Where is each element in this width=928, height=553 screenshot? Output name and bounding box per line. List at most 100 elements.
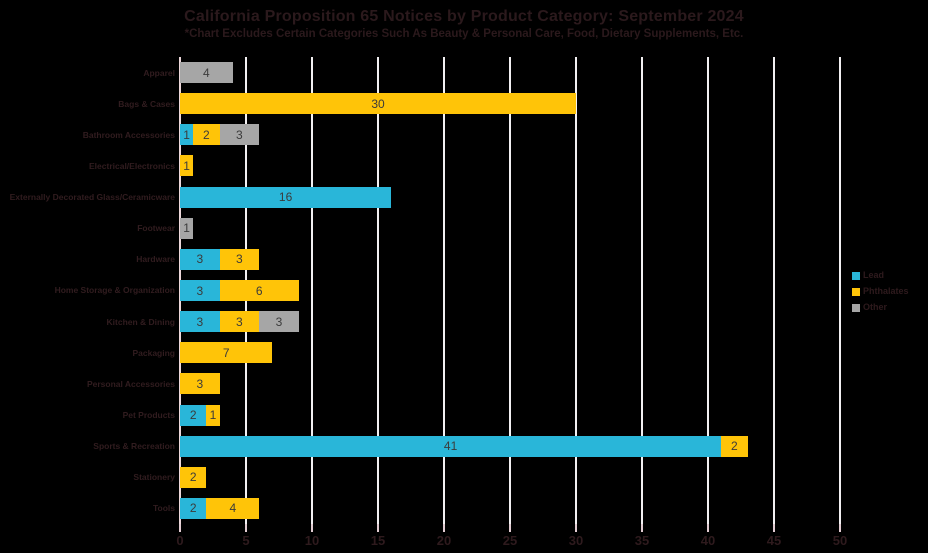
legend-swatch bbox=[852, 303, 860, 312]
category-label: Bathroom Accessories bbox=[82, 129, 175, 140]
value-label: 3 bbox=[275, 314, 283, 329]
legend-label: Lead bbox=[863, 270, 885, 280]
x-tick-label: 10 bbox=[304, 533, 320, 548]
bar-segment-lead: 16 bbox=[180, 186, 392, 208]
value-label: 16 bbox=[278, 190, 293, 205]
bar-row: 41 2 bbox=[180, 435, 748, 457]
value-label: 1 bbox=[183, 158, 190, 173]
category-label: Tools bbox=[152, 503, 175, 514]
legend-item: Lead bbox=[852, 271, 909, 280]
value-label: 3 bbox=[236, 127, 243, 142]
bar-segment-other: 3 bbox=[219, 124, 260, 146]
plot-area: 4 30 1 2 3 1 16 1 3 3 3 6 3 3 3 7 3 2 1 41 2 2 2 4 bbox=[179, 57, 843, 532]
x-tick-label: 30 bbox=[568, 533, 584, 548]
value-label: 4 bbox=[229, 501, 237, 516]
value-label: 2 bbox=[189, 408, 197, 423]
value-label: 1 bbox=[209, 408, 217, 423]
x-tick-mark bbox=[707, 524, 709, 532]
legend-label: Phthalates bbox=[863, 286, 909, 296]
x-tick-label: 20 bbox=[436, 533, 452, 548]
gridline bbox=[641, 57, 643, 524]
x-tick-mark bbox=[443, 524, 445, 532]
bar-segment-phthalates: 6 bbox=[219, 280, 299, 301]
bar-row: 30 bbox=[180, 93, 576, 115]
bar-row: 3 bbox=[180, 373, 220, 395]
x-tick-mark bbox=[575, 524, 577, 532]
x-tick-label: 35 bbox=[634, 533, 650, 548]
gridline bbox=[377, 57, 379, 524]
value-label: 3 bbox=[196, 283, 204, 298]
chart-title: California Proposition 65 Notices by Pro… bbox=[184, 8, 744, 25]
x-tick-mark bbox=[179, 524, 181, 532]
legend-label: Other bbox=[863, 302, 888, 312]
x-tick-label: 5 bbox=[242, 533, 250, 548]
bar-segment-phthalates: 2 bbox=[180, 466, 207, 488]
bar-segment-phthalates: 7 bbox=[180, 342, 273, 364]
value-label: 3 bbox=[196, 376, 204, 391]
value-label: 3 bbox=[236, 252, 243, 267]
legend-item: Other bbox=[852, 303, 909, 312]
category-label: Hardware bbox=[136, 254, 175, 265]
x-tick-label: 40 bbox=[700, 533, 716, 548]
x-axis-labels: 0 5 10 15 20 25 30 35 40 45 50 bbox=[176, 533, 860, 549]
bar-segment-lead: 2 bbox=[180, 404, 207, 426]
bar-segment-phthalates: 2 bbox=[193, 124, 220, 146]
legend-swatch bbox=[852, 287, 860, 296]
x-tick-mark bbox=[839, 524, 841, 532]
category-label: Stationery bbox=[133, 472, 175, 483]
value-label: 2 bbox=[189, 470, 197, 485]
bar-segment-phthalates: 1 bbox=[180, 155, 194, 177]
bar-row: 16 bbox=[180, 186, 392, 208]
bar-row: 2 bbox=[180, 466, 207, 488]
legend-swatch bbox=[852, 271, 860, 280]
category-axis: Apparel Bags & Cases Bathroom Accessories E… bbox=[0, 57, 175, 524]
value-label: 4 bbox=[203, 65, 210, 80]
value-label: 41 bbox=[443, 439, 458, 454]
value-label: 7 bbox=[222, 345, 230, 360]
value-label: 3 bbox=[196, 252, 204, 267]
bar-segment-phthalates: 3 bbox=[219, 311, 260, 333]
value-label: 1 bbox=[183, 127, 190, 142]
bar-segment-phthalates: 3 bbox=[180, 373, 220, 395]
gridline bbox=[509, 57, 511, 524]
value-label: 3 bbox=[236, 314, 243, 329]
bar-segment-lead: 3 bbox=[180, 311, 220, 333]
category-label: Packaging bbox=[132, 347, 175, 358]
x-tick-label: 50 bbox=[832, 533, 848, 548]
x-tick-label: 0 bbox=[176, 533, 184, 548]
gridline bbox=[443, 57, 445, 524]
bar-segment-lead: 41 bbox=[180, 435, 722, 457]
bar-segment-phthalates: 30 bbox=[180, 93, 576, 115]
gridline bbox=[707, 57, 709, 524]
x-tick-mark bbox=[773, 524, 775, 532]
x-tick-mark bbox=[245, 524, 247, 532]
gridline bbox=[773, 57, 775, 524]
bar-row: 3 3 3 bbox=[180, 311, 299, 333]
category-label: Footwear bbox=[137, 223, 175, 234]
bar-segment-phthalates: 1 bbox=[206, 404, 220, 426]
bar-row: 7 bbox=[180, 342, 273, 364]
category-label: Bags & Cases bbox=[118, 98, 175, 109]
category-label: Electrical/Electronics bbox=[89, 160, 175, 171]
x-tick-mark bbox=[377, 524, 379, 532]
x-tick-mark bbox=[641, 524, 643, 532]
gridline bbox=[311, 57, 313, 524]
value-label: 3 bbox=[196, 314, 204, 329]
x-tick-label: 15 bbox=[370, 533, 386, 548]
chart-subtitle: *Chart Excludes Certain Categories Such … bbox=[184, 28, 744, 40]
category-label: Pet Products bbox=[122, 410, 175, 421]
bar-segment-lead: 3 bbox=[180, 248, 220, 270]
bar-row: 1 bbox=[180, 217, 194, 239]
gridline bbox=[839, 57, 841, 524]
category-label: Home Storage & Organization bbox=[54, 285, 175, 296]
bar-segment-phthalates: 4 bbox=[206, 497, 260, 519]
bar-segment-phthalates: 3 bbox=[219, 248, 260, 270]
value-label: 1 bbox=[183, 221, 190, 236]
bar-row: 4 bbox=[180, 62, 233, 84]
category-label: Kitchen & Dining bbox=[106, 316, 175, 327]
